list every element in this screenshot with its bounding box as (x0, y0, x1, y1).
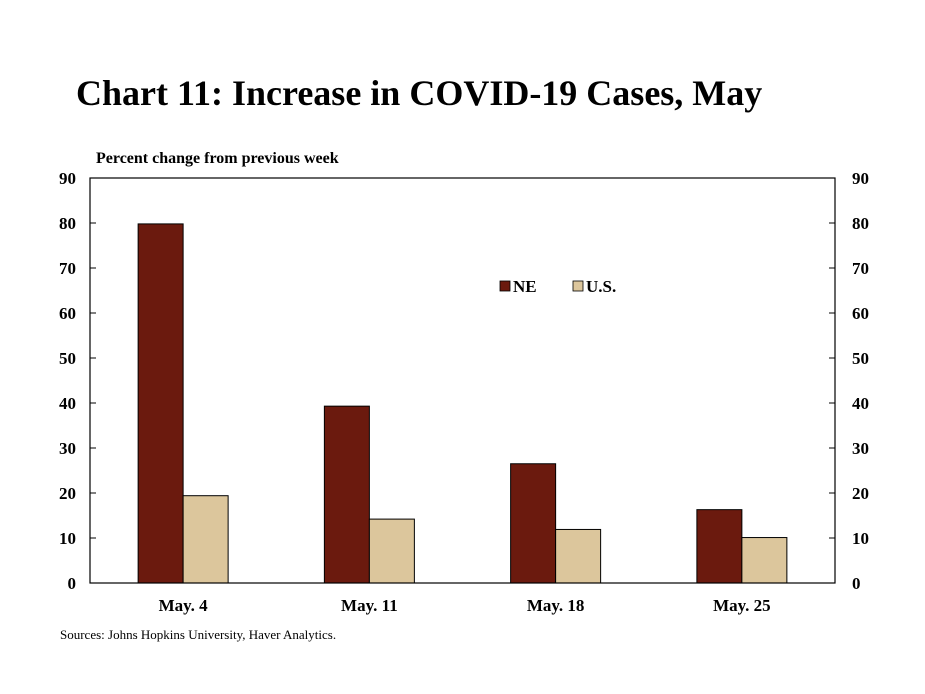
y-tick-label-right: 10 (852, 529, 869, 548)
legend-label-us: U.S. (586, 277, 616, 296)
legend-label-ne: NE (513, 277, 537, 296)
y-tick-label-left: 40 (59, 394, 76, 413)
y-tick-label-left: 60 (59, 304, 76, 323)
legend-swatch-us (572, 280, 584, 292)
bar-ne-1 (137, 223, 184, 584)
x-tick-label: May. 4 (159, 596, 209, 615)
legend-swatch-ne (499, 280, 511, 292)
y-tick-label-right: 0 (852, 574, 861, 593)
y-tick-label-left: 50 (59, 349, 76, 368)
x-tick-label: May. 18 (527, 596, 585, 615)
y-tick-label-left: 0 (68, 574, 77, 593)
y-tick-label-left: 90 (59, 169, 76, 188)
bar-ne-3 (510, 463, 557, 584)
y-tick-label-right: 20 (852, 484, 869, 503)
bar-us-4 (741, 537, 788, 584)
y-tick-label-right: 40 (852, 394, 869, 413)
source-note: Sources: Johns Hopkins University, Haver… (60, 627, 337, 642)
y-tick-label-right: 60 (852, 304, 869, 323)
plot-frame (89, 177, 836, 584)
y-tick-label-right: 80 (852, 214, 869, 233)
y-axis-label: Percent change from previous week (96, 150, 339, 167)
bar-ne-2 (323, 405, 370, 584)
y-tick-label-right: 30 (852, 439, 869, 458)
x-tick-label: May. 25 (713, 596, 771, 615)
x-tick-label: May. 11 (341, 596, 398, 615)
bar-ne-4 (696, 509, 743, 584)
y-tick-label-left: 30 (59, 439, 76, 458)
y-tick-label-left: 80 (59, 214, 76, 233)
bar-us-2 (368, 518, 415, 584)
bar-us-1 (182, 495, 229, 584)
y-tick-label-right: 70 (852, 259, 869, 278)
y-tick-label-left: 20 (59, 484, 76, 503)
chart-title: Chart 11: Increase in COVID-19 Cases, Ma… (76, 73, 763, 113)
bar-us-3 (555, 528, 602, 584)
y-tick-label-left: 70 (59, 259, 76, 278)
y-tick-label-right: 90 (852, 169, 869, 188)
y-tick-label-left: 10 (59, 529, 76, 548)
y-tick-label-right: 50 (852, 349, 869, 368)
